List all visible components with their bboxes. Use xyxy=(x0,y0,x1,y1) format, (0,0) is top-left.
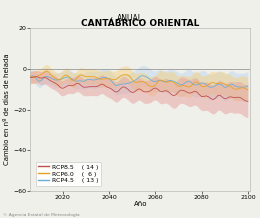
Legend: RCP8.5    ( 14 ), RCP6.0    (  6 ), RCP4.5    ( 13 ): RCP8.5 ( 14 ), RCP6.0 ( 6 ), RCP4.5 ( 13… xyxy=(36,162,101,186)
Text: ANUAL: ANUAL xyxy=(117,14,143,23)
Y-axis label: Cambio en nº de días de helada: Cambio en nº de días de helada xyxy=(4,54,10,165)
X-axis label: Año: Año xyxy=(133,201,147,207)
Text: © Agencia Estatal de Meteorología: © Agencia Estatal de Meteorología xyxy=(3,213,79,217)
Title: CANTÁBRICO ORIENTAL: CANTÁBRICO ORIENTAL xyxy=(81,19,199,28)
